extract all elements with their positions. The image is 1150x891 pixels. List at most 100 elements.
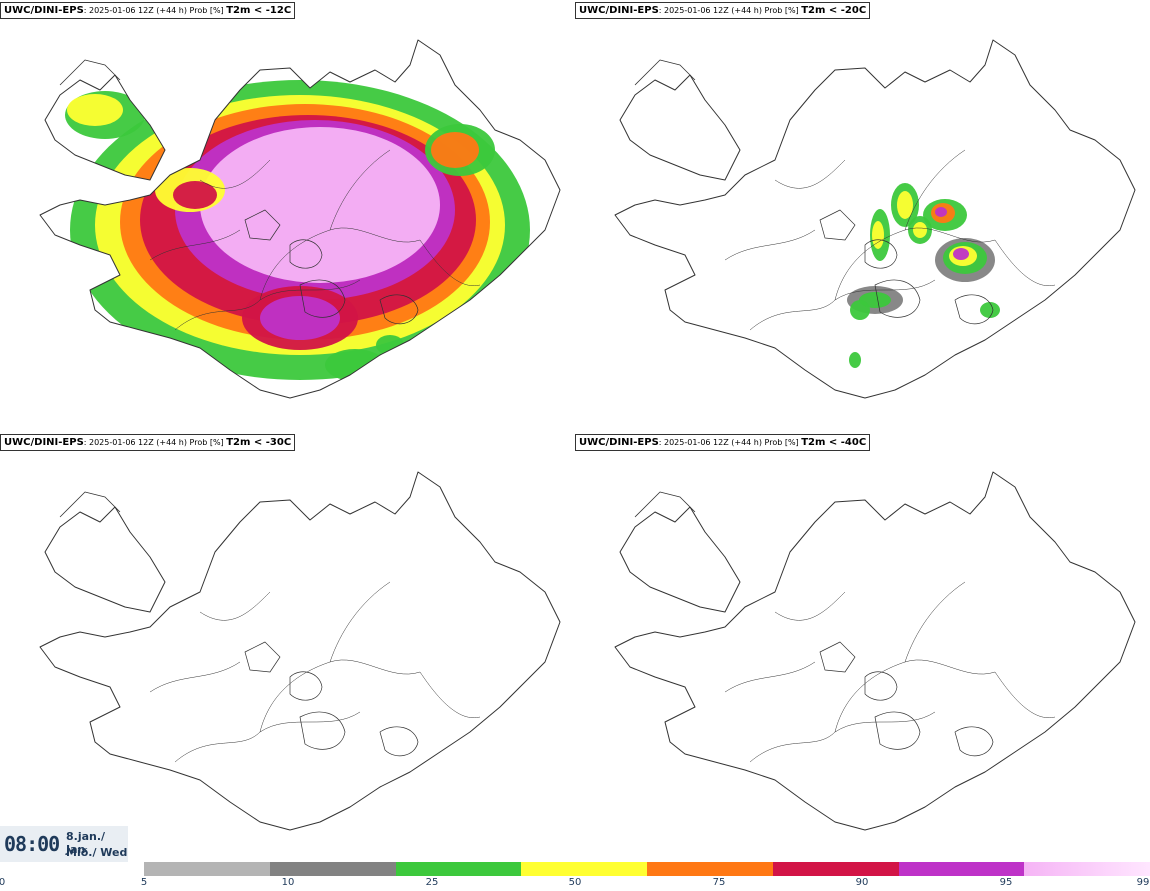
colorbar-segment <box>1024 862 1150 876</box>
probability-blob <box>849 352 861 368</box>
colorbar-segment <box>144 862 270 876</box>
glacier-outline <box>379 726 419 757</box>
coastline-main <box>39 471 561 831</box>
iceland-coastline <box>39 471 561 831</box>
glacier-outline <box>954 294 994 325</box>
run-meta: : 2025-01-06 12Z (+44 h) Prob [%] <box>83 6 227 15</box>
panel-title: UWC/DINI-EPS: 2025-01-06 12Z (+44 h) Pro… <box>0 434 296 451</box>
map-iceland-minus40 <box>614 471 1136 831</box>
map-panel-minus40: UWC/DINI-EPS: 2025-01-06 12Z (+44 h) Pro… <box>575 432 1150 864</box>
threshold-label: T2m < -20C <box>801 5 867 16</box>
colorbar-segment <box>647 862 773 876</box>
inland-boundary <box>199 159 271 189</box>
probability-blob <box>67 94 123 126</box>
colorbar-tick-label: 5 <box>140 877 148 888</box>
inland-boundary <box>419 239 481 287</box>
inland-boundary <box>994 671 1056 719</box>
inland-boundary <box>149 661 241 693</box>
run-meta: : 2025-01-06 12Z (+44 h) Prob [%] <box>658 6 802 15</box>
inland-boundary <box>149 229 241 261</box>
probability-blob <box>325 349 385 381</box>
colorbar-ticks: 0 5 10 25 50 75 90 95 99 <box>0 877 1150 891</box>
colorbar-segment <box>521 862 647 876</box>
colorbar-tick-label: 50 <box>568 877 582 888</box>
panel-title: UWC/DINI-EPS: 2025-01-06 12Z (+44 h) Pro… <box>575 434 871 451</box>
colorbar-tick-label: 0 <box>0 877 6 888</box>
probability-blob <box>980 302 1000 318</box>
glacier-outline <box>299 279 346 318</box>
probability-blob <box>431 132 479 168</box>
colorbar-tick-label: 10 <box>281 877 295 888</box>
inland-boundary <box>329 149 391 231</box>
coastline-fjord <box>59 59 121 86</box>
colorbar-segment <box>395 862 522 876</box>
model-name: UWC/DINI-EPS <box>4 5 84 16</box>
map-iceland-minus12 <box>39 39 561 399</box>
colorbar <box>144 862 1150 876</box>
panel-title: UWC/DINI-EPS: 2025-01-06 12Z (+44 h) Pro… <box>0 2 296 19</box>
inland-boundary <box>329 581 391 663</box>
model-name: UWC/DINI-EPS <box>579 437 659 448</box>
inland-boundary <box>174 711 361 763</box>
glacier-outline <box>379 294 419 325</box>
coastline-westfjords <box>44 506 166 613</box>
inland-boundary <box>774 159 846 189</box>
glacier-outline <box>244 209 281 241</box>
glacier-outline <box>819 209 856 241</box>
inland-boundary <box>994 239 1056 287</box>
run-meta: : 2025-01-06 12Z (+44 h) Prob [%] <box>83 438 227 447</box>
coastline-main <box>39 39 561 399</box>
colorbar-tick-label: 95 <box>999 877 1013 888</box>
glacier-outline <box>864 239 898 269</box>
glacier-outline <box>954 726 994 757</box>
coastline-main <box>614 471 1136 831</box>
map-panel-minus12: UWC/DINI-EPS: 2025-01-06 12Z (+44 h) Pro… <box>0 0 575 432</box>
probability-blob <box>953 248 969 260</box>
probability-field <box>65 80 530 381</box>
probability-blob <box>872 221 884 249</box>
map-panel-minus20: UWC/DINI-EPS: 2025-01-06 12Z (+44 h) Pro… <box>575 0 1150 432</box>
probability-blob <box>935 207 947 217</box>
probability-field <box>847 183 1000 368</box>
glacier-outline <box>819 641 856 673</box>
probability-blob <box>913 222 927 238</box>
map-panel-minus30: UWC/DINI-EPS: 2025-01-06 12Z (+44 h) Pro… <box>0 432 575 864</box>
inland-boundary <box>724 661 816 693</box>
colorbar-tick-label: 99 <box>1136 877 1150 888</box>
inland-boundary <box>904 581 966 663</box>
glacier-outline <box>244 641 281 673</box>
probability-blob <box>200 127 440 283</box>
map-iceland-minus20 <box>614 39 1136 399</box>
iceland-coastline <box>39 39 561 399</box>
probability-blob <box>173 181 217 209</box>
valid-weekday: Mið./ Wed <box>66 846 128 859</box>
inland-boundary <box>199 591 271 621</box>
valid-date: 8.jan./ Jan <box>66 830 106 856</box>
coastline-fjord <box>634 59 696 86</box>
coastline-fjord <box>59 491 121 518</box>
threshold-label: T2m < -12C <box>226 5 292 16</box>
glacier-outline <box>864 671 898 701</box>
probability-blob <box>897 191 913 219</box>
colorbar-tick-label: 90 <box>855 877 869 888</box>
model-name: UWC/DINI-EPS <box>579 5 659 16</box>
valid-time: 08:00 <box>4 832 60 856</box>
model-name: UWC/DINI-EPS <box>4 437 84 448</box>
glacier-outline <box>874 279 921 318</box>
colorbar-tick-label: 25 <box>425 877 439 888</box>
coastline-main <box>614 39 1136 399</box>
probability-blob <box>850 300 870 320</box>
glacier-outline <box>289 671 323 701</box>
map-iceland-minus30 <box>39 471 561 831</box>
inland-boundary <box>774 591 846 621</box>
colorbar-tick-label: 75 <box>712 877 726 888</box>
colorbar-segment <box>269 862 396 876</box>
probability-blob <box>260 296 340 340</box>
glacier-outline <box>299 711 346 750</box>
inland-boundary <box>749 279 936 331</box>
panel-title: UWC/DINI-EPS: 2025-01-06 12Z (+44 h) Pro… <box>575 2 871 19</box>
coastline-fjord <box>634 491 696 518</box>
iceland-coastline <box>614 471 1136 831</box>
colorbar-segment <box>898 862 1025 876</box>
glacier-outline <box>289 239 323 269</box>
